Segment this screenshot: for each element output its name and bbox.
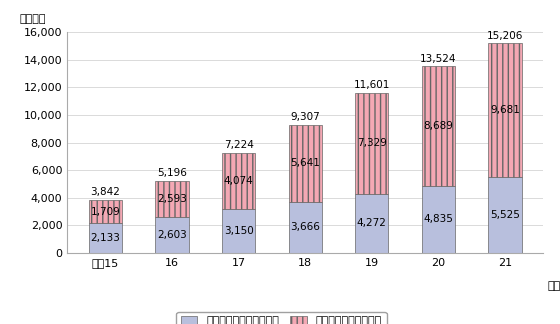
Bar [288, 202, 322, 253]
Text: 3,842: 3,842 [91, 187, 120, 197]
Text: 15,206: 15,206 [487, 30, 523, 40]
Text: 5,196: 5,196 [157, 168, 187, 179]
Bar [222, 209, 255, 253]
Text: 3,150: 3,150 [224, 226, 254, 236]
Text: 1,709: 1,709 [91, 207, 120, 216]
Text: 4,835: 4,835 [423, 214, 453, 225]
Bar [89, 200, 122, 223]
Text: （年）: （年） [548, 281, 560, 291]
Bar [89, 223, 122, 253]
Text: 13,524: 13,524 [420, 54, 456, 64]
Text: 7,224: 7,224 [223, 141, 254, 150]
Bar [355, 93, 389, 194]
Bar [222, 153, 255, 209]
Bar [355, 194, 389, 253]
Legend: モバイルコンテンツ市場, モバイルコマース市場: モバイルコンテンツ市場, モバイルコマース市場 [176, 312, 386, 324]
Text: 9,307: 9,307 [290, 112, 320, 122]
Text: 8,689: 8,689 [423, 121, 453, 131]
Text: （億円）: （億円） [20, 14, 46, 24]
Text: 5,525: 5,525 [490, 210, 520, 220]
Bar [488, 43, 521, 177]
Bar [156, 217, 189, 253]
Text: 7,329: 7,329 [357, 138, 387, 148]
Bar [422, 66, 455, 186]
Bar [422, 186, 455, 253]
Bar [488, 177, 521, 253]
Text: 2,603: 2,603 [157, 230, 187, 240]
Text: 4,074: 4,074 [224, 176, 254, 186]
Text: 3,666: 3,666 [290, 223, 320, 233]
Text: 5,641: 5,641 [290, 158, 320, 168]
Text: 11,601: 11,601 [353, 80, 390, 90]
Text: 2,593: 2,593 [157, 194, 187, 204]
Bar [156, 181, 189, 217]
Text: 9,681: 9,681 [490, 105, 520, 115]
Text: 4,272: 4,272 [357, 218, 387, 228]
Text: 2,133: 2,133 [91, 233, 120, 243]
Bar [288, 124, 322, 202]
